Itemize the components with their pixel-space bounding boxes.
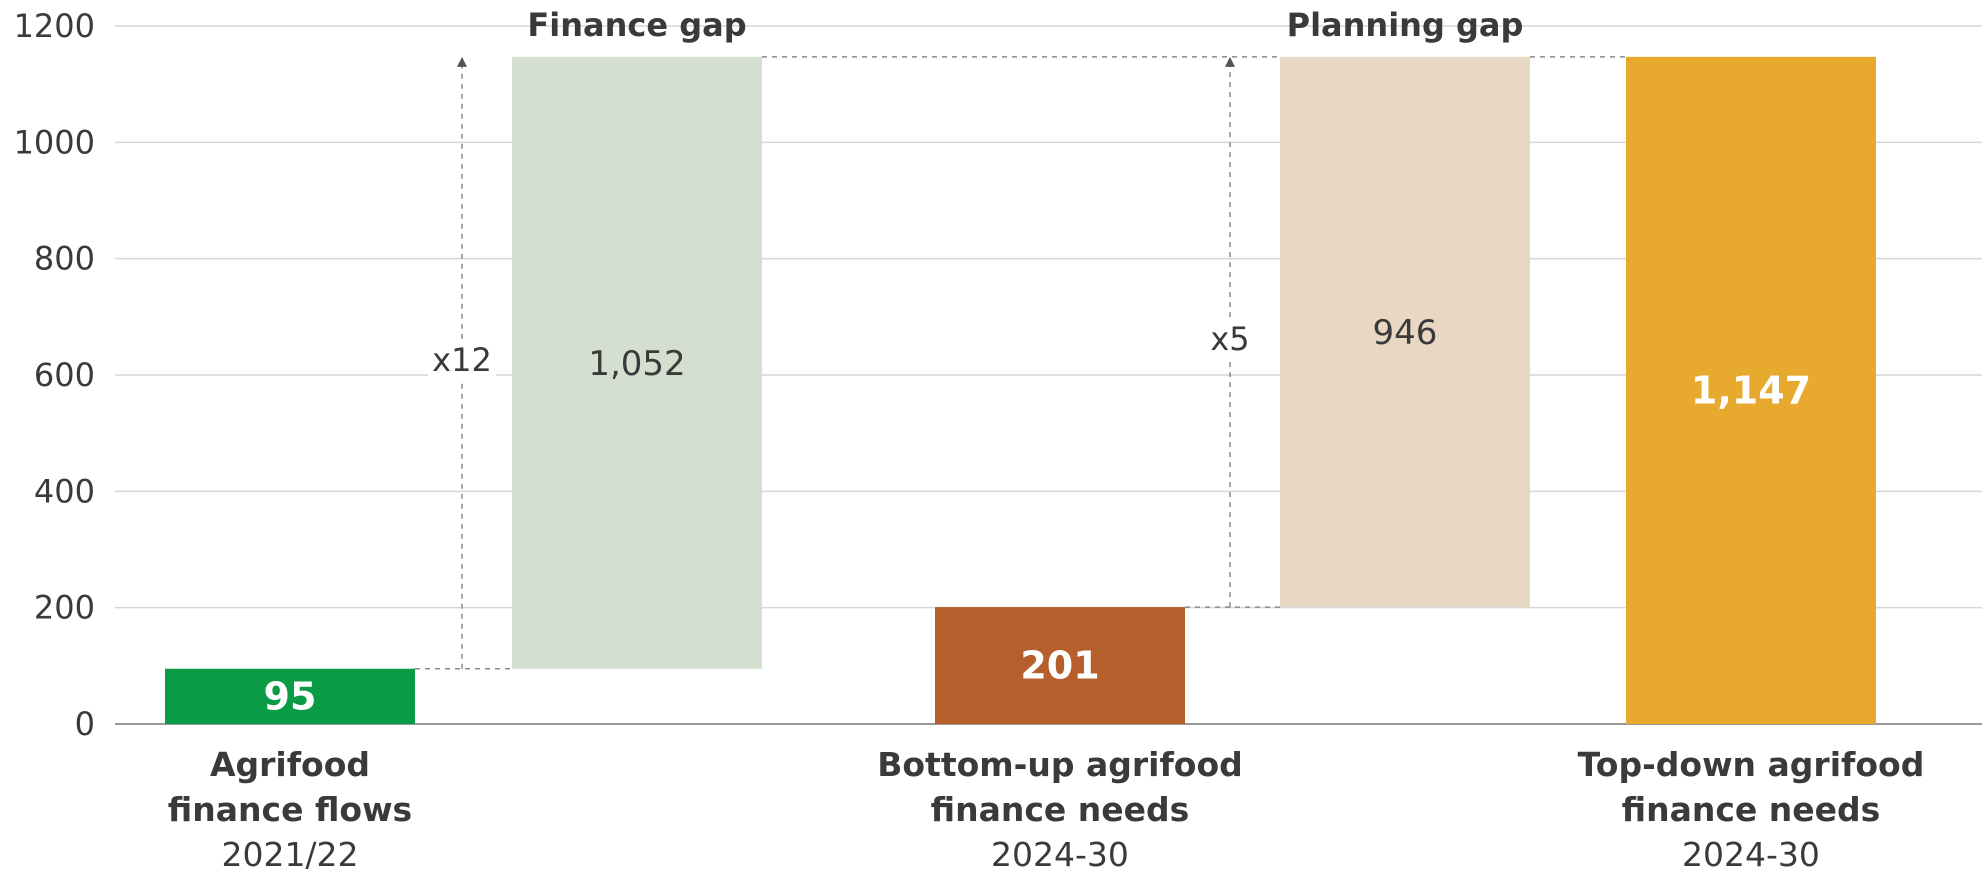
multiplier-arrowhead [457,56,467,67]
category-label-line: Top-down agrifood [1578,745,1925,784]
total-bar [165,668,415,724]
multiplier-label: x5 [1210,320,1249,358]
y-tick-label: 400 [34,472,95,510]
category-period: 2024-30 [1682,835,1820,872]
y-tick-label: 800 [34,240,95,278]
category-period: 2021/22 [221,835,358,872]
bar-value-label: 95 [264,674,317,718]
category-label-line: finance flows [168,790,412,829]
category-label-line: finance needs [931,790,1190,829]
y-tick-label: 1200 [14,7,95,45]
multiplier-label-bg [428,339,496,380]
gap-bar [512,56,762,669]
category-label: Bottom-up agrifood finance needs 2024-30 [877,745,1243,872]
multiplier-label-bg [1196,318,1264,359]
category-label-line: Agrifood [210,745,370,784]
y-tick-label: 1000 [14,123,95,161]
y-tick-label: 600 [34,356,95,394]
category-labels: Agrifood finance flows 2021/22 Bottom-up ag… [168,745,1925,872]
category-label-line: Bottom-up agrifood [877,745,1243,784]
category-label-line: finance needs [1622,790,1881,829]
bar-value-label: 1,147 [1691,368,1811,412]
total-bar [1626,56,1876,725]
multiplier-arrowhead [1225,56,1235,67]
connector-lines [415,56,1626,670]
gap-title: Finance gap [527,6,746,44]
multiplier-label: x12 [432,341,492,379]
y-tick-label: 0 [75,705,95,743]
gap-title: Planning gap [1287,6,1524,44]
total-bar [935,607,1185,724]
category-period: 2024-30 [991,835,1129,872]
category-label: Top-down agrifood finance needs 2024-30 [1578,745,1925,872]
bars [165,56,1876,725]
bar-value-labels: 95 1,052 201 946 1,147 [264,313,1812,718]
bar-value-label: 201 [1020,644,1099,688]
gap-bar [1280,56,1530,608]
bar-value-label: 1,052 [588,344,685,384]
bar-value-label: 946 [1373,313,1438,353]
y-tick-label: 200 [34,589,95,627]
category-label: Agrifood finance flows 2021/22 [168,745,412,872]
annotations: x12 x5 Finance gap Planning gap [428,6,1523,669]
